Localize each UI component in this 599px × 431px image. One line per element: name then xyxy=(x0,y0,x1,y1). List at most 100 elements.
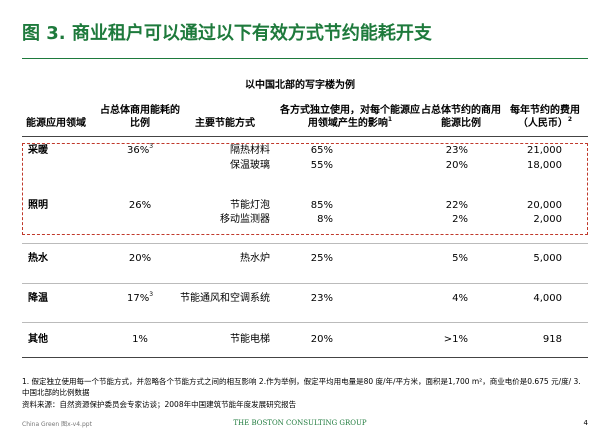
area-text: 降温 xyxy=(28,293,48,304)
impact-text: 8% xyxy=(317,214,333,225)
method: 热水炉 xyxy=(175,252,270,265)
method: 节能通风和空调系统 xyxy=(175,292,270,305)
saving: 22% xyxy=(418,199,468,212)
column-header: 每年节约的费用（人民币）2 xyxy=(502,104,588,130)
column-header-text: 各方式独立使用，对每个能源应用领域产生的影响 xyxy=(280,105,420,129)
method: 移动监测器 xyxy=(175,213,270,226)
saving-text: 23% xyxy=(445,145,468,156)
cost: 21,000 xyxy=(502,144,562,157)
cost: 5,000 xyxy=(502,252,562,265)
subtitle: 以中国北部的写字楼为例 xyxy=(245,80,355,91)
impact: 20% xyxy=(283,333,333,346)
area-text: 其他 xyxy=(28,334,48,345)
impact: 65% xyxy=(283,144,333,157)
area: 其他 xyxy=(28,333,48,346)
saving-text: 4% xyxy=(452,293,468,304)
highlight-box xyxy=(22,143,588,235)
column-header-text: 主要节能方式 xyxy=(195,118,255,129)
footnote-mark: 3 xyxy=(149,143,154,150)
area: 降温 xyxy=(28,292,48,305)
cost: 918 xyxy=(502,333,562,346)
method: 节能灯泡 xyxy=(175,199,270,212)
impact: 23% xyxy=(283,292,333,305)
cost: 2,000 xyxy=(502,213,562,226)
cost-text: 918 xyxy=(542,334,562,345)
row-rule xyxy=(22,322,588,323)
saving: >1% xyxy=(418,333,468,346)
method: 保温玻璃 xyxy=(175,159,270,172)
column-header-text: 每年节约的费用（人民币） xyxy=(510,105,580,129)
column-header: 能源应用领域 xyxy=(26,117,86,130)
area: 照明 xyxy=(28,199,48,212)
column-header: 占总体节约的商用能源比例 xyxy=(418,104,504,130)
cost: 4,000 xyxy=(502,292,562,305)
column-header-text: 占总体商用能耗的比例 xyxy=(100,105,180,129)
cost-text: 2,000 xyxy=(533,214,562,225)
method-text: 移动监测器 xyxy=(220,214,270,225)
method-text: 隔热材料 xyxy=(230,145,270,156)
impact-text: 23% xyxy=(310,293,333,304)
footnote-mark: 2 xyxy=(567,116,573,123)
saving: 2% xyxy=(418,213,468,226)
brand: THE BOSTON CONSULTING GROUP xyxy=(233,419,367,427)
column-header-text: 能源应用领域 xyxy=(26,118,86,129)
table-bottom-rule xyxy=(22,357,588,358)
page-number: 4 xyxy=(583,419,588,427)
saving-text: 2% xyxy=(452,214,468,225)
file-name: China Green 图x-v4.ppt xyxy=(22,421,92,428)
saving-text: 22% xyxy=(445,200,468,211)
method: 隔热材料 xyxy=(175,144,270,157)
impact: 25% xyxy=(283,252,333,265)
saving: 4% xyxy=(418,292,468,305)
title: 图 3. 商业租户可以通过以下有效方式节约能耗开支 xyxy=(22,23,432,44)
column-header: 主要节能方式 xyxy=(195,117,255,130)
cost-text: 20,000 xyxy=(527,200,562,211)
impact-text: 25% xyxy=(310,253,333,264)
method-text: 节能灯泡 xyxy=(230,200,270,211)
saving: 23% xyxy=(418,144,468,157)
saving-text: 20% xyxy=(445,160,468,171)
source: 资料来源：自然资源保护委员会专家访谈；2008年中国建筑节能年度发展研究报告 xyxy=(22,400,297,409)
share: 20% xyxy=(110,252,170,265)
column-header: 各方式独立使用，对每个能源应用领域产生的影响1 xyxy=(280,104,420,130)
saving-text: 5% xyxy=(452,253,468,264)
method: 节能电梯 xyxy=(175,333,270,346)
column-header: 占总体商用能耗的比例 xyxy=(100,104,180,130)
share: 17%3 xyxy=(110,292,170,305)
method-text: 节能通风和空调系统 xyxy=(180,293,270,304)
impact-text: 85% xyxy=(310,200,333,211)
area-text: 采暖 xyxy=(28,145,48,156)
impact-text: 65% xyxy=(310,145,333,156)
share-text: 36% xyxy=(126,145,150,156)
share-text: 26% xyxy=(128,200,152,211)
cost-text: 18,000 xyxy=(527,160,562,171)
footnote-mark: 1 xyxy=(387,116,393,123)
title-rule xyxy=(22,58,588,59)
footnote: 1. 假定独立使用每一个节能方式，并忽略各个节能方式之间的相互影响 2.作为举例… xyxy=(22,377,581,397)
saving: 5% xyxy=(418,252,468,265)
saving: 20% xyxy=(418,159,468,172)
share-text: 20% xyxy=(128,253,152,264)
method-text: 保温玻璃 xyxy=(230,160,270,171)
footnote-mark: 3 xyxy=(149,291,154,298)
impact: 55% xyxy=(283,159,333,172)
saving-text: >1% xyxy=(443,334,468,345)
area: 采暖 xyxy=(28,144,48,157)
area-text: 照明 xyxy=(28,200,48,211)
method-text: 节能电梯 xyxy=(230,334,270,345)
header-rule xyxy=(22,136,588,137)
cost-text: 21,000 xyxy=(527,145,562,156)
impact: 85% xyxy=(283,199,333,212)
cost: 18,000 xyxy=(502,159,562,172)
cost-text: 4,000 xyxy=(533,293,562,304)
cost: 20,000 xyxy=(502,199,562,212)
area: 热水 xyxy=(28,252,48,265)
impact: 8% xyxy=(283,213,333,226)
row-rule xyxy=(22,243,588,244)
cost-text: 5,000 xyxy=(533,253,562,264)
column-header-text: 占总体节约的商用能源比例 xyxy=(421,105,501,129)
impact-text: 20% xyxy=(310,334,333,345)
share: 36%3 xyxy=(110,144,170,157)
share: 26% xyxy=(110,199,170,212)
